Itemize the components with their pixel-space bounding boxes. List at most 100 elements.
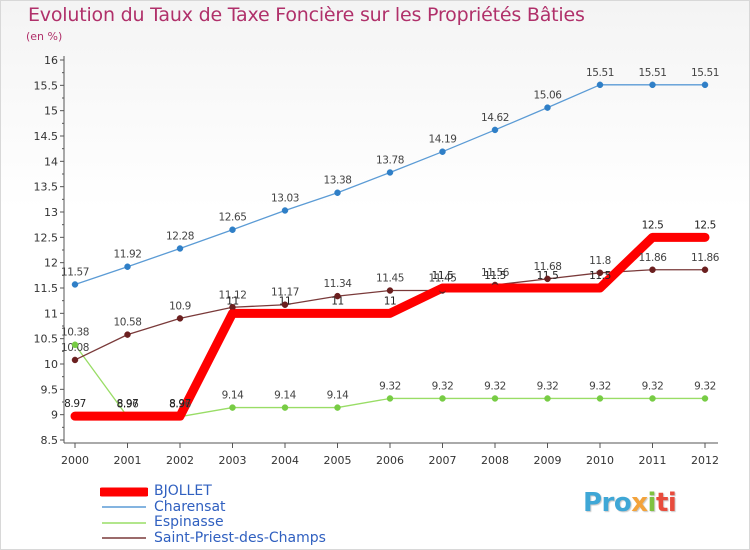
data-label: 11.45 xyxy=(376,273,404,285)
data-label: 10.58 xyxy=(113,317,141,329)
data-point xyxy=(544,275,551,283)
x-tick-label: 2007 xyxy=(429,454,457,467)
legend-label: BJOLLET xyxy=(154,483,212,499)
data-point xyxy=(544,395,551,402)
y-tick-label: 10.5 xyxy=(34,333,59,346)
data-point xyxy=(649,395,656,402)
y-tick-label: 11 xyxy=(44,307,58,320)
data-label: 9.32 xyxy=(379,380,401,392)
data-point xyxy=(229,404,236,411)
data-label: 11.5 xyxy=(432,270,454,282)
legend-label: Espinasse xyxy=(154,514,224,530)
data-label: 13.03 xyxy=(271,192,299,204)
data-label: 12.28 xyxy=(166,230,194,242)
legend-swatch xyxy=(100,487,148,497)
brand-part: ti xyxy=(655,488,677,518)
data-label: 15.51 xyxy=(586,67,614,79)
data-label: 11.34 xyxy=(323,278,352,290)
data-label: 11.57 xyxy=(61,266,89,278)
legend-item: BJOLLET xyxy=(100,483,326,500)
data-point xyxy=(281,309,289,318)
legend-swatch xyxy=(102,506,146,508)
data-point xyxy=(386,169,394,176)
data-point xyxy=(596,284,604,292)
data-label: 9.32 xyxy=(589,380,611,392)
brand-part: i xyxy=(647,488,657,518)
chart-unit-label: (en %) xyxy=(26,30,63,43)
data-point xyxy=(334,189,341,196)
legend-swatch xyxy=(102,537,146,539)
data-point xyxy=(124,263,131,270)
data-point xyxy=(438,284,447,292)
data-label: 13.78 xyxy=(376,154,404,166)
legend-swatch xyxy=(102,522,146,524)
data-point xyxy=(228,309,237,318)
data-label: 11 xyxy=(226,295,239,307)
data-labels: 11.57 11.92 12.28 12.65 13.03 13.38 13.78 14.19… xyxy=(61,67,720,411)
data-point xyxy=(596,269,604,277)
data-label: 15.06 xyxy=(533,90,562,102)
data-point xyxy=(701,266,709,274)
data-point xyxy=(596,395,604,402)
data-point xyxy=(649,81,656,89)
data-label: 15.51 xyxy=(638,67,666,79)
y-tick-label: 12.5 xyxy=(34,231,59,244)
y-tick-label: 15.5 xyxy=(34,79,59,92)
data-point xyxy=(334,404,341,411)
legend-label: Saint-Priest-des-Champs xyxy=(154,529,326,546)
data-point xyxy=(281,301,289,308)
data-label: 8.96 xyxy=(117,399,139,411)
data-label: 12.5 xyxy=(642,219,664,231)
brand-part: Pro xyxy=(583,488,632,518)
data-label: 11.56 xyxy=(481,267,510,279)
data-point xyxy=(71,412,79,421)
x-tick-label: 2009 xyxy=(534,454,562,467)
data-point xyxy=(701,81,709,89)
x-tick-label: 2001 xyxy=(114,454,142,467)
y-tick-label: 12 xyxy=(44,257,58,270)
data-label: 8.97 xyxy=(117,398,139,410)
data-point xyxy=(386,287,394,294)
data-point xyxy=(543,284,552,292)
data-label: 11.92 xyxy=(113,249,141,261)
data-label: 11 xyxy=(384,295,397,307)
series-lines xyxy=(70,84,710,421)
axes: 8.599.51010.51111.51212.51313.51414.5151… xyxy=(34,54,720,467)
data-point xyxy=(71,281,79,288)
x-tick-label: 2003 xyxy=(219,454,247,467)
x-tick-label: 2006 xyxy=(376,454,404,467)
y-tick-label: 9 xyxy=(51,409,58,422)
data-label: 12.65 xyxy=(218,212,246,224)
data-point xyxy=(701,395,709,402)
y-tick-label: 9.5 xyxy=(41,383,59,396)
brand-part: x xyxy=(631,488,648,518)
legend-item: Espinasse xyxy=(100,514,326,531)
y-tick-label: 11.5 xyxy=(34,282,59,295)
data-point xyxy=(386,395,394,402)
legend-item: Saint-Priest-des-Champs xyxy=(100,529,326,547)
y-tick-label: 8.5 xyxy=(41,434,59,447)
data-point xyxy=(491,284,499,292)
x-tick-label: 2011 xyxy=(639,454,667,467)
data-point xyxy=(596,81,604,89)
data-label: 9.14 xyxy=(222,390,244,402)
data-point xyxy=(333,309,342,318)
data-label: 11.68 xyxy=(533,261,561,273)
data-label: 9.14 xyxy=(274,390,296,402)
x-tick-label: 2010 xyxy=(586,454,614,467)
data-label: 14.19 xyxy=(428,134,456,146)
data-point xyxy=(71,341,79,348)
data-label: 11.17 xyxy=(271,287,299,299)
data-point xyxy=(281,404,289,411)
y-tick-label: 13 xyxy=(44,206,58,219)
x-tick-label: 2012 xyxy=(691,454,719,467)
data-point xyxy=(123,412,132,421)
data-label: 9.14 xyxy=(327,390,349,402)
y-tick-label: 14 xyxy=(44,155,58,168)
legend-label: Charensat xyxy=(154,498,226,515)
data-point xyxy=(439,395,446,402)
data-point xyxy=(71,356,79,364)
legend-item: Charensat xyxy=(100,498,326,516)
